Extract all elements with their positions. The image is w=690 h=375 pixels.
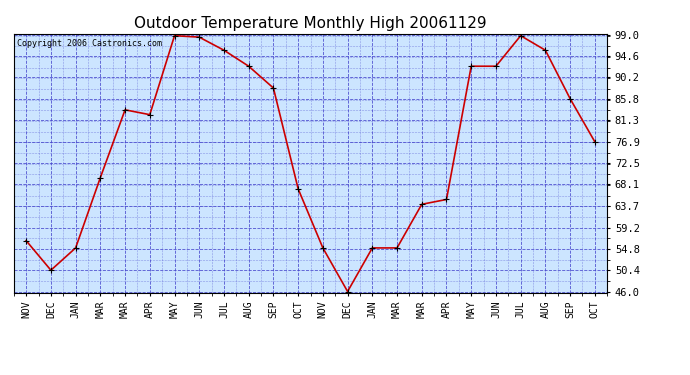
Title: Outdoor Temperature Monthly High 20061129: Outdoor Temperature Monthly High 2006112… bbox=[134, 16, 487, 31]
Text: Copyright 2006 Castronics.com: Copyright 2006 Castronics.com bbox=[17, 39, 161, 48]
